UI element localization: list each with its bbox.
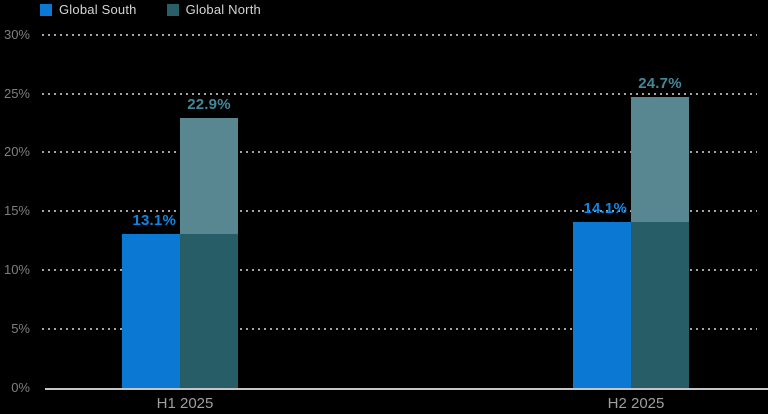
y-axis-tick-label: 5%	[11, 321, 30, 336]
legend-label-global-south: Global South	[59, 2, 137, 17]
legend-label-global-north: Global North	[185, 2, 261, 17]
data-label-global-south-h1-2025: 13.1%	[132, 212, 176, 229]
gridline-10	[42, 269, 757, 271]
y-axis-tick-label: 15%	[3, 203, 30, 218]
data-label-global-north-h2-2025: 24.7%	[638, 75, 682, 92]
y-axis-tick-label: 30%	[3, 27, 30, 42]
gridline-20	[42, 151, 757, 153]
bar-global-north-h1-2025[interactable]	[180, 118, 238, 234]
gridline-25	[42, 93, 757, 95]
bar-global-north-h2-2025[interactable]	[631, 97, 689, 222]
data-label-global-north-h1-2025: 22.9%	[187, 96, 231, 113]
y-axis-tick-label: 0%	[11, 380, 30, 395]
legend-item-global-south[interactable]: Global South	[40, 2, 137, 17]
legend-item-global-north[interactable]: Global North	[166, 2, 261, 17]
bar-global-south-h2-2025[interactable]	[573, 222, 631, 388]
data-label-global-south-h2-2025: 14.1%	[583, 200, 627, 217]
legend: Global South Global North	[40, 2, 261, 17]
gridline-15	[42, 210, 757, 212]
bar-global-north-overlap-h1-2025[interactable]	[180, 234, 238, 388]
gridline-5	[42, 328, 757, 330]
x-axis-label-h2-2025: H2 2025	[607, 395, 665, 412]
y-axis-tick-label: 10%	[3, 262, 30, 277]
x-axis-label-h1-2025: H1 2025	[156, 395, 214, 412]
legend-swatch-global-north-icon	[166, 3, 179, 16]
x-axis-line	[45, 388, 768, 390]
y-axis-tick-label: 20%	[3, 144, 30, 159]
bar-global-south-h1-2025[interactable]	[122, 234, 180, 388]
legend-swatch-global-south-icon	[40, 3, 52, 16]
gridline-30	[42, 34, 757, 36]
y-axis-tick-label: 25%	[3, 86, 30, 101]
bar-global-north-overlap-h2-2025[interactable]	[631, 222, 689, 388]
